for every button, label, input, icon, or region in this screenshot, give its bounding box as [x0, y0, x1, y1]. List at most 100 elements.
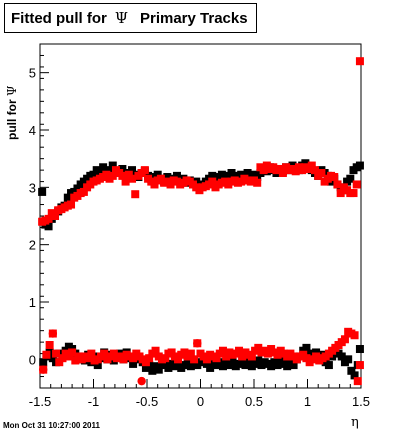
data-point-red [180, 348, 189, 357]
data-point-red [71, 356, 80, 365]
y-tick-label: 3 [29, 180, 36, 195]
data-point-red [124, 170, 133, 179]
y-tick-label: 2 [29, 238, 36, 253]
data-point-black [346, 174, 355, 183]
data-point-black [273, 361, 282, 370]
data-point-red [259, 166, 268, 175]
data-point-red [129, 354, 138, 363]
data-point-black [129, 359, 138, 368]
data-point-red [87, 349, 96, 358]
data-point-red [166, 180, 175, 189]
data-point-red [84, 354, 93, 363]
data-point-red [118, 171, 127, 180]
data-point-red [42, 350, 51, 359]
data-point-black [215, 358, 224, 367]
data-marker-circle [193, 339, 202, 348]
data-point-red [238, 352, 247, 361]
data-point-black [337, 352, 346, 361]
data-point-red [156, 174, 165, 183]
x-tick-label: -0.5 [136, 394, 158, 409]
data-point-black [73, 184, 82, 193]
data-point-black [202, 359, 211, 368]
data-point-red [212, 354, 221, 363]
data-point-black [170, 362, 179, 371]
title-symbol: Ψ [114, 9, 128, 27]
data-point-red [67, 200, 76, 209]
data-point-black [228, 358, 237, 367]
data-point-red [140, 166, 149, 175]
data-point-black [89, 170, 98, 179]
data-point-red [307, 161, 316, 170]
y-tick-label: 1 [29, 295, 36, 310]
data-point-black [267, 362, 276, 371]
data-point-red [310, 166, 319, 175]
data-point-red [355, 57, 364, 66]
data-marker-circle [39, 365, 48, 374]
data-point-red [336, 189, 345, 198]
data-point-black [244, 358, 253, 367]
data-point-red [79, 187, 88, 196]
data-point-red [247, 352, 256, 361]
data-point-red [340, 335, 349, 344]
data-point-red [64, 352, 73, 361]
data-point-red [121, 177, 130, 186]
data-point-black [154, 365, 163, 374]
data-point-red [119, 355, 128, 364]
data-point-red [150, 180, 159, 189]
data-point-black [283, 362, 292, 371]
data-point-black [206, 363, 215, 372]
data-point-black [99, 163, 108, 172]
data-point-red [44, 214, 53, 223]
data-point-black [183, 358, 192, 367]
data-point-black [347, 366, 356, 375]
data-point-red [222, 352, 231, 361]
data-point-red [202, 355, 211, 364]
data-point-black [289, 361, 298, 370]
data-point-red [52, 349, 61, 358]
data-point-red [108, 171, 117, 180]
data-marker-circle [137, 376, 146, 386]
x-tick-label: -1 [88, 394, 100, 409]
x-tick-label: 1 [304, 394, 311, 409]
data-point-black [44, 222, 53, 231]
data-point-red [208, 177, 217, 186]
data-point-red [167, 348, 176, 357]
x-tick-label: -1.5 [29, 394, 51, 409]
data-point-black [208, 171, 217, 180]
data-point-red [68, 348, 77, 357]
data-point-black [302, 343, 311, 352]
data-point-black [227, 169, 236, 177]
data-point-black [48, 354, 57, 363]
data-point-black [238, 356, 247, 365]
data-point-red [145, 354, 154, 363]
data-point-red [275, 164, 284, 173]
data-point-red [190, 355, 199, 364]
x-axis-label: η [351, 415, 359, 430]
data-point-red [131, 190, 140, 199]
data-point-black [172, 171, 181, 180]
data-point-black [128, 166, 137, 175]
data-point-red [128, 174, 137, 183]
y-tick-label: 4 [29, 123, 36, 138]
data-point-black [105, 166, 114, 175]
title-prefix: Fitted pull for [11, 9, 107, 27]
plot-title: Fitted pull for Ψ Primary Tracks [4, 3, 257, 33]
data-point-black [350, 371, 359, 380]
x-tick-label: 0.5 [245, 394, 263, 409]
x-tick-label: 0 [197, 394, 204, 409]
data-point-red [302, 354, 311, 363]
data-point-red [174, 355, 183, 364]
data-point-red [109, 349, 118, 358]
data-point-red [317, 169, 326, 177]
data-point-red [254, 343, 263, 352]
data-point-black [312, 348, 321, 357]
data-point-red [253, 178, 262, 187]
data-point-black [39, 358, 48, 367]
x-tick-label: 1.5 [352, 394, 370, 409]
data-point-red [353, 377, 362, 386]
data-point-red [161, 354, 170, 363]
data-point-red [100, 349, 109, 358]
data-point-red [151, 346, 160, 355]
data-point-black [301, 159, 310, 168]
